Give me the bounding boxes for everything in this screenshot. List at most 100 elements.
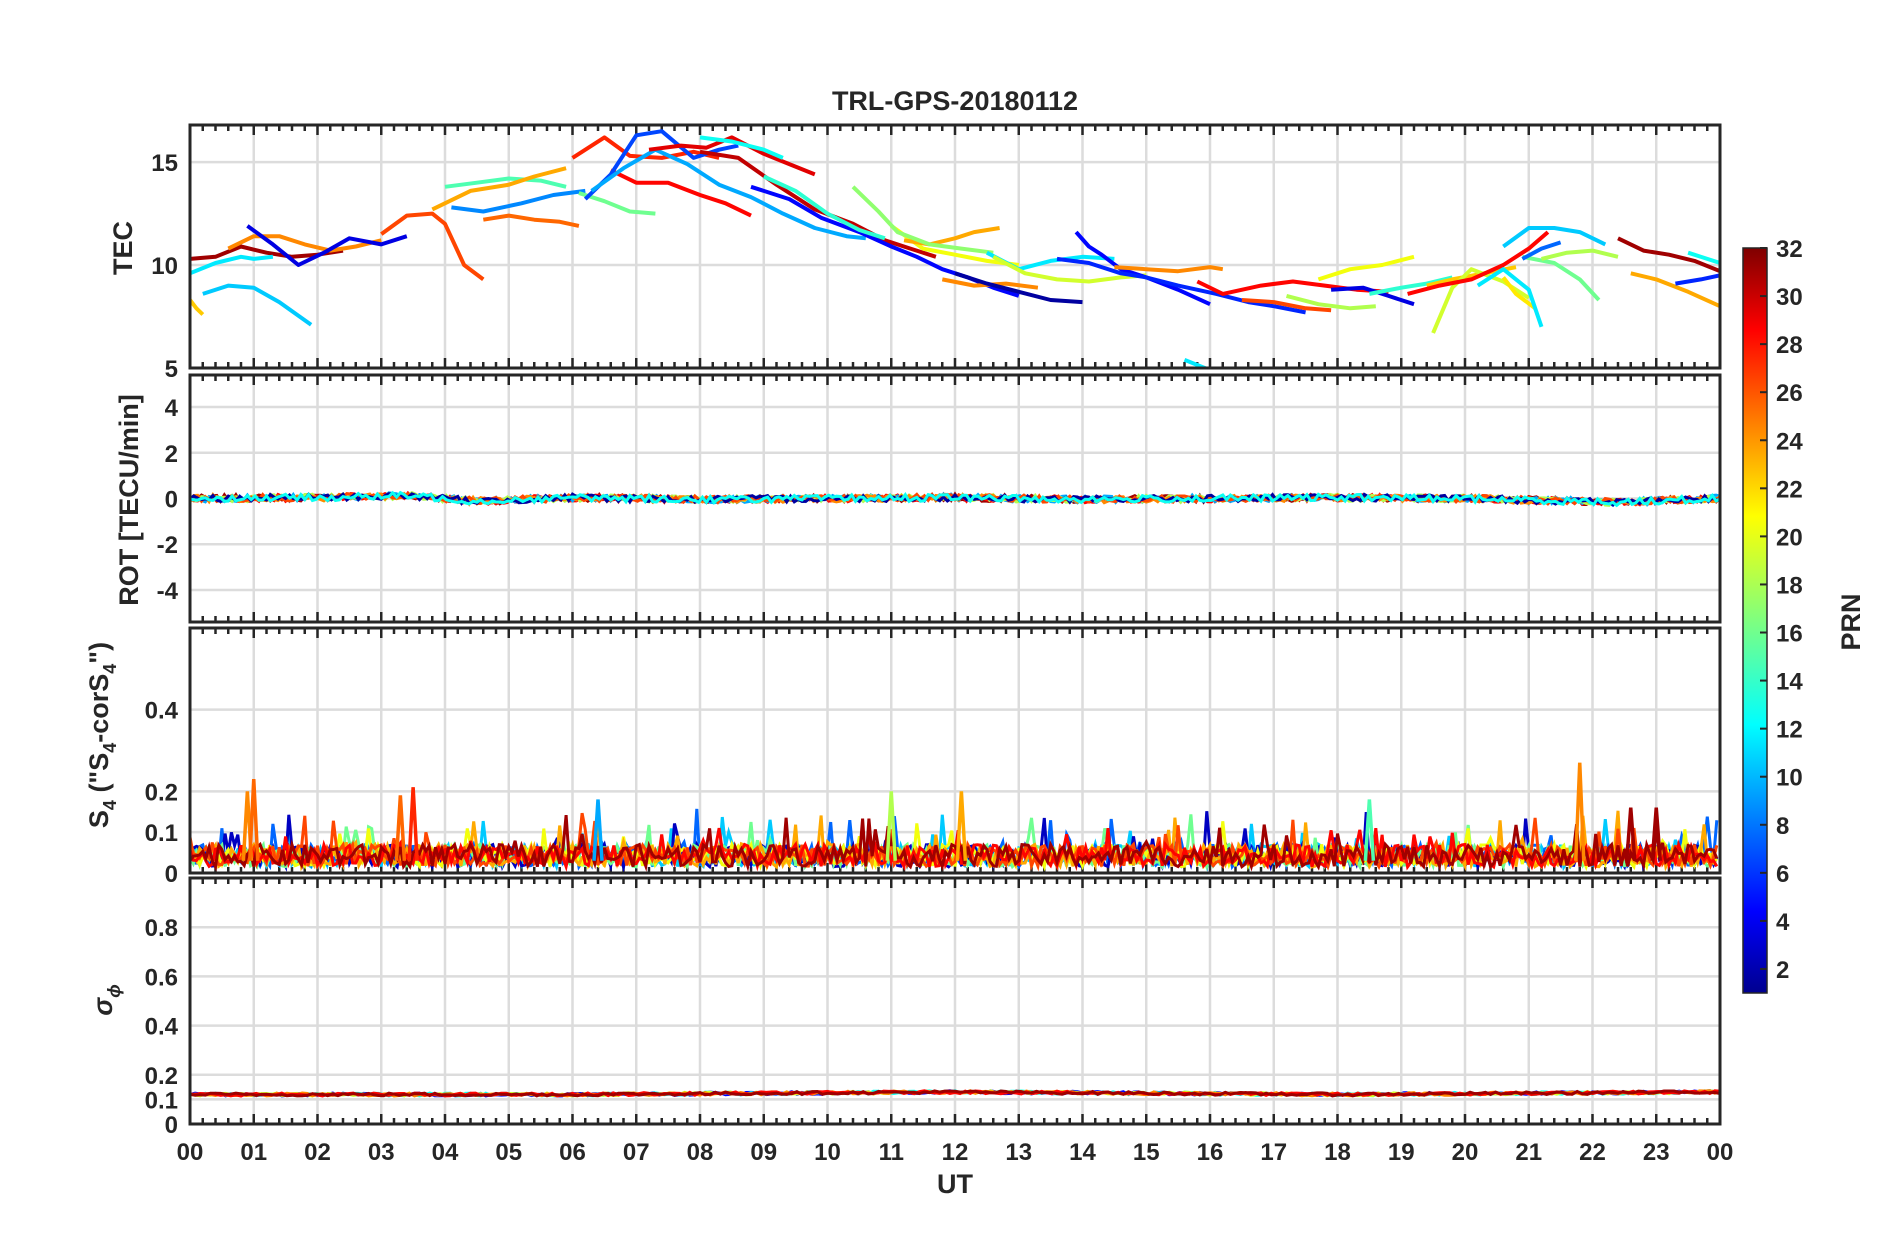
s4-spike — [407, 787, 419, 861]
s4-panel: 0 0.1 0.2 0.4 — [145, 626, 1722, 888]
y-axis-labels: TEC ROT [TECU/min] S4 ("S4-corS4") σϕ — [84, 221, 144, 1016]
s4-spike — [1625, 807, 1637, 861]
s4-spike — [592, 799, 604, 861]
panel-border — [188, 876, 1722, 1126]
s4-spike — [885, 791, 897, 861]
chart-title: TRL-GPS-20180112 — [832, 86, 1078, 116]
y-tick-label: -2 — [157, 532, 178, 559]
x-tick-label: 00 — [1707, 1139, 1734, 1166]
colorbar-tick-label: 12 — [1776, 717, 1803, 744]
colorbar-tick-label: 8 — [1776, 813, 1789, 840]
panel-border — [188, 373, 1722, 624]
tec-series-line — [1687, 250, 1720, 265]
x-tick-label: 01 — [240, 1139, 267, 1166]
y-tick-label: 4 — [165, 395, 179, 422]
tec-series-line — [1522, 254, 1601, 302]
s4-spike — [1574, 762, 1586, 861]
tec-series-line — [1617, 236, 1720, 274]
tec-series-line — [954, 271, 1083, 305]
x-tick-label: 07 — [623, 1139, 650, 1166]
tec-series-line — [590, 147, 867, 241]
tec-series-line — [246, 224, 408, 267]
x-tick-label: 09 — [750, 1139, 777, 1166]
tec-series-line — [1241, 298, 1332, 313]
colorbar-tick-label: 16 — [1776, 621, 1803, 648]
tec-series-line — [380, 211, 485, 281]
colorbar-tick-label: 22 — [1776, 476, 1803, 503]
x-tick-label: 03 — [368, 1139, 395, 1166]
s4-series-line — [190, 814, 1719, 873]
x-tick-label: 18 — [1324, 1139, 1351, 1166]
colorbar-tick-label: 10 — [1776, 765, 1803, 792]
plot-area — [190, 1089, 1720, 1098]
rot-series-line — [190, 490, 1720, 508]
plot-area — [190, 490, 1720, 508]
tec-series-line — [1183, 357, 1211, 368]
rot-panel: -4 -2 0 2 4 — [157, 373, 1722, 624]
y-tick-label: 0.8 — [145, 915, 178, 942]
y-tick-label: 10 — [151, 253, 178, 280]
colorbar-tick-label: 24 — [1776, 428, 1803, 455]
tec-series-line — [1521, 240, 1562, 261]
tec-y-label: TEC — [108, 221, 138, 275]
colorbar-tick-label: 6 — [1776, 861, 1789, 888]
colorbar-tick-label: 18 — [1776, 572, 1803, 599]
rot-series-line — [190, 492, 1720, 507]
tec-series-line — [1675, 273, 1720, 286]
tec-series-line — [190, 254, 274, 276]
x-tick-label: 11 — [879, 1139, 904, 1166]
y-tick-label: 2 — [165, 441, 178, 468]
x-tick-label: 04 — [432, 1139, 459, 1166]
y-tick-label: 0.4 — [145, 698, 179, 725]
x-tick-label: 14 — [1069, 1139, 1096, 1166]
tec-series-line — [227, 234, 382, 253]
tec-series-line — [431, 166, 567, 212]
tec-series-line — [578, 191, 656, 216]
s4-series-line — [190, 827, 1719, 872]
y-tick-label: -4 — [157, 578, 179, 605]
x-tick-label: 05 — [495, 1139, 522, 1166]
colorbar-tick-label: 28 — [1776, 332, 1803, 359]
tec-series-line — [1502, 226, 1607, 249]
y-tick-label: 15 — [151, 150, 178, 177]
s4-spike — [1650, 807, 1662, 861]
tec-series-line — [444, 176, 567, 189]
colorbar-gradient — [1742, 247, 1768, 994]
colorbar-tick-label: 32 — [1776, 236, 1803, 263]
s4-spike — [1363, 799, 1376, 861]
tec-series-line — [1501, 276, 1537, 310]
y-tick-label: 0 — [165, 1112, 178, 1139]
x-tick-label: 10 — [814, 1139, 841, 1166]
x-tick-label: 12 — [942, 1139, 969, 1166]
x-axis: 00 01 02 03 04 05 06 07 08 09 10 11 12 13 14 15 16 17 18 19… — [177, 1139, 1734, 1166]
tec-series-line — [1056, 256, 1306, 315]
sigma-phi-panel: 00.10.2 0.4 0.6 0.8 — [145, 876, 1722, 1139]
tec-series-line — [648, 135, 816, 177]
tec-series-line — [1285, 293, 1376, 311]
y-tick-label: 0.2 — [145, 1063, 178, 1090]
tec-series-line — [1114, 265, 1224, 274]
tec-series-line — [190, 298, 205, 316]
tec-series-line — [1317, 254, 1415, 282]
tec-series-line — [451, 188, 586, 214]
tec-series-line — [1630, 271, 1720, 309]
tec-series-line — [1541, 248, 1619, 261]
x-tick-label: 17 — [1260, 1139, 1287, 1166]
tec-series-line — [202, 283, 313, 327]
plot-area — [190, 762, 1719, 873]
s4-spike — [394, 795, 407, 861]
x-tick-label: 16 — [1197, 1139, 1224, 1166]
x-axis-label: UT — [937, 1169, 973, 1199]
y-tick-label: 0.2 — [145, 779, 178, 806]
colorbar-tick-label: 2 — [1776, 957, 1789, 984]
tec-series-line — [1407, 230, 1550, 296]
tec-series-line — [699, 149, 937, 259]
tec-series-line — [699, 135, 784, 160]
x-tick-label: 19 — [1388, 1139, 1415, 1166]
s4-spike — [248, 778, 260, 861]
rot-y-label: ROT [TECU/min] — [114, 394, 144, 605]
colorbar-tick-label: 30 — [1776, 284, 1803, 311]
colorbar-tick-label: 14 — [1776, 669, 1803, 696]
